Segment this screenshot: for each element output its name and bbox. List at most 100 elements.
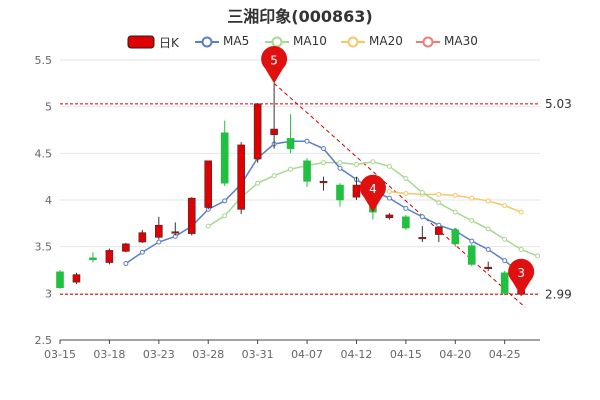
x-tick-label: 04-15 xyxy=(390,348,422,361)
candle-body xyxy=(319,181,328,184)
candle-body xyxy=(220,132,229,184)
ma10-point xyxy=(535,253,541,259)
ma10-point xyxy=(518,246,524,252)
ma10-point xyxy=(502,236,508,242)
ma10-point xyxy=(469,218,475,224)
ma5-point xyxy=(403,205,409,211)
candle-body xyxy=(484,266,493,270)
legend-label-ma30: MA30 xyxy=(444,34,478,48)
candle-body xyxy=(187,197,196,234)
x-tick-label: 04-20 xyxy=(439,348,471,361)
ma10-point xyxy=(419,190,425,196)
legend-label-kline: 日K xyxy=(159,36,179,50)
legend-label-ma10: MA10 xyxy=(293,34,327,48)
candle-body xyxy=(56,271,64,289)
ma10-point xyxy=(255,180,261,186)
annotation-label: 3 xyxy=(517,266,525,280)
candle-body xyxy=(89,257,97,261)
ma20-point xyxy=(485,198,491,204)
ma20-point xyxy=(386,189,392,195)
candle-body xyxy=(336,184,344,201)
y-tick-label: 5 xyxy=(45,101,52,114)
legend-label-ma5: MA5 xyxy=(223,34,250,48)
annotation-pin: 5 xyxy=(261,45,288,84)
candle-body xyxy=(352,184,361,198)
x-tick-label: 03-23 xyxy=(143,348,175,361)
ma5-point xyxy=(139,249,145,255)
y-tick-label: 4.5 xyxy=(35,147,53,160)
ma10-legend-icon xyxy=(265,36,289,48)
x-tick-label: 03-28 xyxy=(192,348,224,361)
ma20-point xyxy=(452,192,458,198)
annotation-pin: 4 xyxy=(359,174,386,213)
ma10-point xyxy=(403,176,409,182)
ma20-point xyxy=(469,195,475,201)
level-label: 2.99 xyxy=(545,287,572,301)
annotation-pin-shape xyxy=(508,258,535,297)
candle-body xyxy=(402,216,410,229)
ma10-point xyxy=(288,166,294,172)
ma20-point xyxy=(403,190,409,196)
legend-label-ma20: MA20 xyxy=(369,34,403,48)
y-tick-label: 5.5 xyxy=(35,54,53,67)
ma5-point xyxy=(321,146,327,152)
candle-body xyxy=(451,229,460,245)
x-tick-label: 03-31 xyxy=(242,348,274,361)
candle-body xyxy=(138,232,147,243)
candle-body xyxy=(286,138,295,149)
ma5-point xyxy=(304,138,310,144)
level-label: 5.03 xyxy=(545,97,572,111)
ma10-point xyxy=(205,223,211,229)
x-tick-label: 04-12 xyxy=(340,348,372,361)
x-tick-label: 03-18 xyxy=(93,348,125,361)
candle-body xyxy=(418,237,427,240)
x-tick-label: 04-25 xyxy=(489,348,521,361)
ma5-point xyxy=(469,238,475,244)
candle-body xyxy=(204,160,213,208)
candle-body xyxy=(171,231,180,234)
candle-body xyxy=(270,128,278,135)
ma20-legend-icon xyxy=(341,36,365,48)
ma20-point xyxy=(502,203,508,209)
trend-line xyxy=(273,82,526,308)
ma10-point xyxy=(370,159,376,165)
ma10-point xyxy=(353,162,359,168)
candle-body xyxy=(500,272,509,294)
y-tick-label: 3.5 xyxy=(35,241,53,254)
y-tick-label: 2.5 xyxy=(35,334,53,347)
ma10-point xyxy=(271,173,277,179)
candle-body xyxy=(105,250,114,263)
candle-body xyxy=(435,226,443,235)
ma5-point xyxy=(419,214,425,220)
grid-group: 2.5 3 3.5 4 4.5 5 5.5 xyxy=(35,54,540,347)
ma5-point xyxy=(156,239,162,245)
ma10-point xyxy=(452,209,458,215)
y-tick-label: 4 xyxy=(45,194,52,207)
ma20-point xyxy=(518,209,524,215)
ma10-point xyxy=(222,213,228,219)
ma5-point xyxy=(386,195,392,201)
candle-body xyxy=(385,214,394,219)
candle-body xyxy=(155,224,163,238)
candle-body xyxy=(253,103,262,160)
x-tick-label: 04-07 xyxy=(291,348,323,361)
annotation-label: 5 xyxy=(270,53,278,67)
x-tick-label: 03-15 xyxy=(44,348,76,361)
annotation-label: 4 xyxy=(369,182,377,196)
chart-title: 三湘印象(000863) xyxy=(227,7,373,26)
ma5-point xyxy=(485,246,491,252)
candle-body xyxy=(467,245,476,265)
ma10-point xyxy=(436,200,442,206)
ma10-point xyxy=(386,163,392,169)
ma5-point xyxy=(502,258,508,264)
ma10-point xyxy=(337,160,343,166)
ma5-legend-icon xyxy=(195,36,219,48)
ma10-point xyxy=(485,226,491,232)
ma5-point xyxy=(123,260,129,266)
annotation-pin: 3 xyxy=(508,258,535,297)
candle-body xyxy=(303,160,311,182)
ma30-legend-icon xyxy=(416,36,440,48)
kline-legend-icon xyxy=(127,35,155,49)
candle-body xyxy=(122,243,130,252)
